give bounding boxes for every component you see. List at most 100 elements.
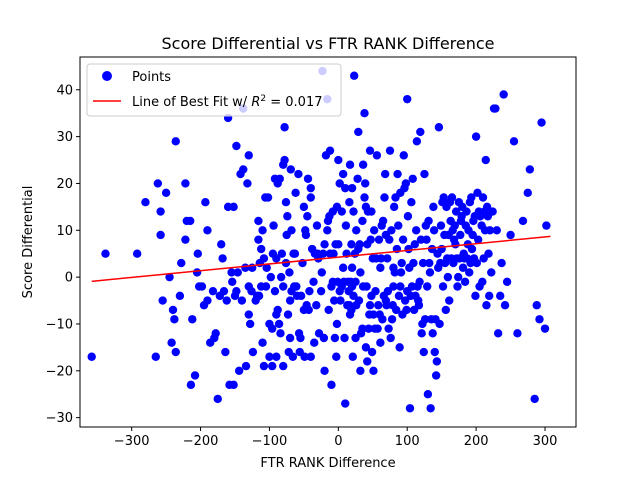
x-axis-label: FTR RANK Difference bbox=[260, 456, 395, 471]
data-point bbox=[132, 249, 142, 258]
data-point bbox=[274, 319, 284, 329]
data-point bbox=[355, 240, 364, 249]
y-tick-label: 40 bbox=[56, 83, 73, 98]
data-point bbox=[340, 333, 349, 343]
data-point bbox=[279, 361, 288, 371]
data-point bbox=[420, 169, 429, 179]
data-point bbox=[269, 221, 278, 230]
data-point bbox=[262, 263, 271, 272]
data-point bbox=[330, 333, 340, 343]
data-point bbox=[429, 202, 438, 212]
legend: Points Line of Best Fit w/ R2 = 0.017 bbox=[86, 63, 342, 117]
data-point bbox=[453, 282, 462, 291]
data-point bbox=[364, 324, 373, 333]
data-point bbox=[318, 249, 328, 258]
data-point bbox=[367, 347, 377, 357]
data-point bbox=[450, 221, 459, 230]
x-tick-label: 300 bbox=[533, 434, 558, 449]
data-point bbox=[228, 277, 237, 287]
data-point bbox=[306, 352, 315, 361]
data-point bbox=[151, 352, 160, 361]
x-tick-label: −100 bbox=[252, 434, 288, 449]
data-point bbox=[327, 380, 336, 390]
data-point bbox=[141, 197, 150, 207]
data-point bbox=[414, 301, 424, 310]
data-point bbox=[458, 263, 468, 272]
data-point bbox=[310, 338, 319, 347]
data-point bbox=[412, 137, 422, 146]
data-point bbox=[248, 347, 258, 357]
data-point bbox=[485, 291, 494, 301]
data-point bbox=[254, 291, 264, 301]
data-point bbox=[443, 272, 453, 282]
data-point bbox=[468, 230, 477, 240]
data-point bbox=[376, 254, 386, 263]
data-point bbox=[383, 254, 392, 263]
data-point bbox=[244, 310, 253, 319]
data-point bbox=[439, 193, 448, 202]
data-point bbox=[435, 319, 444, 329]
data-point bbox=[481, 155, 490, 165]
data-point bbox=[460, 277, 470, 287]
data-point bbox=[389, 202, 399, 212]
data-point bbox=[380, 169, 390, 179]
data-point bbox=[188, 315, 197, 324]
data-point bbox=[422, 235, 431, 244]
data-point bbox=[244, 151, 253, 160]
data-point bbox=[335, 179, 344, 188]
x-tick-label: 0 bbox=[334, 434, 342, 449]
data-point bbox=[506, 230, 515, 240]
data-point bbox=[353, 174, 362, 183]
best-fit-line bbox=[91, 235, 551, 283]
data-point bbox=[542, 221, 551, 230]
data-point bbox=[303, 212, 312, 221]
data-point bbox=[201, 197, 210, 207]
data-point bbox=[287, 226, 296, 235]
data-point bbox=[291, 188, 300, 198]
data-point bbox=[211, 329, 220, 338]
data-point bbox=[232, 141, 241, 151]
data-point bbox=[266, 272, 276, 282]
data-point bbox=[263, 193, 273, 202]
data-point bbox=[403, 212, 413, 221]
data-point bbox=[193, 249, 202, 258]
data-point bbox=[384, 324, 393, 333]
data-point bbox=[509, 137, 519, 146]
plot-frame bbox=[79, 56, 577, 428]
data-point bbox=[471, 291, 480, 301]
data-point bbox=[456, 230, 465, 240]
data-point bbox=[270, 286, 280, 296]
data-point bbox=[530, 394, 539, 404]
data-point bbox=[175, 291, 185, 301]
data-point bbox=[525, 165, 535, 174]
data-point bbox=[349, 71, 359, 80]
data-point bbox=[467, 244, 477, 254]
data-point bbox=[161, 188, 171, 198]
data-point bbox=[227, 268, 236, 277]
data-point bbox=[317, 268, 326, 277]
y-tick-label: 20 bbox=[56, 177, 73, 192]
chart-title: Score Differential vs FTR RANK Differenc… bbox=[161, 34, 494, 53]
data-point bbox=[330, 296, 339, 305]
data-point bbox=[374, 235, 384, 244]
data-point bbox=[190, 371, 200, 380]
data-point bbox=[499, 90, 508, 99]
data-point bbox=[518, 216, 528, 226]
data-point bbox=[186, 216, 195, 226]
data-point bbox=[358, 216, 367, 226]
y-tick-label: 10 bbox=[56, 224, 73, 239]
data-point bbox=[219, 286, 229, 296]
y-tick-label: −10 bbox=[46, 317, 73, 332]
data-point bbox=[397, 258, 406, 268]
data-point bbox=[471, 132, 481, 141]
data-point bbox=[424, 216, 433, 226]
y-tick-label: −30 bbox=[46, 411, 73, 426]
data-point bbox=[403, 94, 412, 104]
data-point bbox=[400, 296, 410, 305]
data-point bbox=[473, 188, 482, 198]
data-point bbox=[378, 315, 387, 324]
data-point bbox=[280, 123, 289, 132]
data-point bbox=[371, 286, 380, 296]
data-point bbox=[234, 366, 244, 375]
data-point bbox=[367, 207, 376, 216]
